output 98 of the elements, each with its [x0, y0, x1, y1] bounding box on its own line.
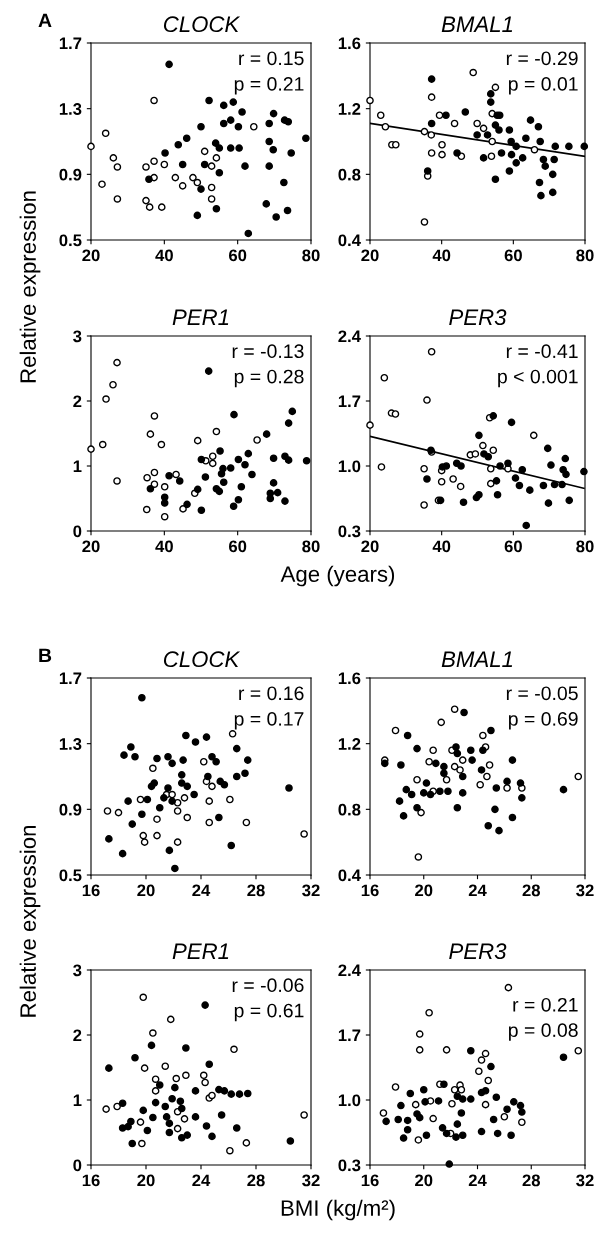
- y-tick-label: 1.6: [338, 37, 361, 50]
- y-axis-title: Relative expression: [19, 825, 41, 1017]
- y-tick-label: 0: [73, 1159, 82, 1172]
- y-tick-label: 0.5: [59, 234, 82, 247]
- x-tick-label: 24: [468, 1174, 487, 1187]
- x-tick-label: 80: [302, 249, 320, 262]
- x-tick-label: 60: [504, 249, 522, 262]
- chart-title: CLOCK: [163, 651, 241, 668]
- y-tick-label: 2.4: [338, 964, 361, 977]
- chart-title: PER1: [172, 943, 229, 959]
- y-tick-label: 2: [73, 395, 82, 408]
- y-tick-label: 1.3: [59, 103, 82, 115]
- x-tick-label: 40: [432, 249, 451, 262]
- annotation: r = -0.06: [232, 978, 304, 993]
- x-tick-label: 40: [155, 249, 173, 262]
- annotation: r = -0.13: [232, 344, 304, 359]
- chart-title: PER1: [172, 309, 229, 325]
- y-tick-label: 1.7: [59, 672, 82, 685]
- chart-subtitle: A: [38, 13, 52, 28]
- y-tick-label: 0.9: [59, 168, 82, 181]
- y-tick-label: 0.3: [338, 525, 361, 538]
- y-tick-label: 1.0: [338, 1094, 361, 1107]
- x-tick-label: 20: [361, 249, 379, 262]
- x-tick-label: 80: [302, 540, 320, 553]
- chart-title: BMAL1: [441, 16, 513, 32]
- y-tick-label: 0.8: [338, 168, 361, 181]
- annotation: r = -0.41: [506, 344, 578, 359]
- y-tick-label: 0.3: [338, 1159, 361, 1172]
- y-tick-label: 0.4: [338, 869, 361, 882]
- y-tick-label: 1: [73, 1094, 82, 1107]
- x-tick-label: 24: [468, 884, 487, 897]
- x-tick-label: 60: [504, 540, 522, 553]
- y-tick-label: 1.7: [59, 37, 82, 50]
- x-tick-label: 32: [302, 1174, 320, 1187]
- y-tick-label: 0.5: [59, 869, 82, 882]
- x-tick-label: 32: [576, 884, 594, 897]
- x-tick-label: 20: [415, 1174, 433, 1187]
- annotation: p = 0.69: [508, 712, 578, 730]
- x-tick-label: 60: [229, 249, 247, 262]
- y-tick-label: 3: [73, 330, 82, 343]
- annotation: p = 0.21: [234, 77, 304, 95]
- x-tick-label: 16: [82, 884, 100, 897]
- chart-title: PER3: [449, 309, 507, 326]
- x-tick-label: 20: [82, 540, 100, 553]
- annotation: r = -0.29: [506, 51, 578, 66]
- x-tick-label: 80: [576, 249, 594, 262]
- y-tick-label: 0: [73, 525, 82, 538]
- x-tick-label: 60: [229, 540, 247, 553]
- x-tick-label: 20: [361, 540, 379, 553]
- x-tick-label: 24: [192, 884, 211, 897]
- y-tick-label: 1.6: [338, 672, 361, 685]
- y-tick-label: 1.7: [338, 395, 361, 408]
- annotation: p = 0.28: [234, 369, 304, 388]
- x-tick-label: 20: [137, 1174, 155, 1187]
- y-tick-label: 0.8: [338, 803, 361, 816]
- annotation: p = 0.61: [234, 1003, 304, 1022]
- x-tick-label: 16: [361, 1174, 379, 1187]
- chart-title: PER3: [449, 943, 507, 960]
- x-tick-label: 32: [576, 1174, 594, 1187]
- y-tick-label: 2.4: [338, 330, 361, 343]
- annotation: p = 0.08: [508, 1023, 578, 1041]
- x-tick-label: 20: [82, 249, 100, 262]
- y-tick-label: 1.7: [338, 1029, 361, 1042]
- annotation: r = 0.16: [239, 686, 304, 701]
- x-tick-label: 32: [302, 884, 320, 897]
- x-tick-label: 80: [576, 540, 594, 553]
- x-tick-label: 16: [361, 884, 379, 897]
- chart-title: CLOCK: [163, 16, 241, 33]
- chart-subtitle: B: [39, 648, 52, 663]
- y-tick-label: 2: [73, 1029, 82, 1042]
- x-tick-label: 40: [432, 540, 451, 553]
- annotation: p = 0.01: [508, 77, 578, 95]
- x-axis-title: Age (years): [280, 565, 395, 587]
- annotation: r = 0.15: [239, 51, 304, 66]
- y-tick-label: 0.9: [59, 803, 82, 816]
- x-axis-title: BMI (kg/m²): [281, 1199, 395, 1221]
- y-tick-label: 1.0: [338, 460, 361, 473]
- x-tick-label: 20: [415, 884, 433, 897]
- y-tick-label: 0.4: [338, 234, 361, 247]
- annotation: p = 0.17: [234, 712, 304, 730]
- y-tick-label: 1.2: [338, 103, 361, 115]
- y-tick-label: 1: [73, 460, 82, 473]
- x-tick-label: 28: [247, 884, 265, 897]
- y-axis-title: Relative expression: [19, 191, 41, 383]
- y-tick-label: 1.2: [338, 738, 361, 750]
- annotation: p < 0.001: [498, 369, 578, 388]
- x-tick-label: 28: [522, 884, 541, 897]
- y-tick-label: 1.3: [59, 738, 82, 750]
- annotation: r = 0.21: [513, 997, 578, 1012]
- x-tick-label: 28: [247, 1174, 265, 1187]
- x-tick-label: 20: [137, 884, 155, 897]
- chart-title: BMAL1: [441, 651, 513, 667]
- y-tick-label: 3: [73, 964, 82, 977]
- x-tick-label: 16: [82, 1174, 100, 1187]
- x-tick-label: 24: [192, 1174, 211, 1187]
- x-tick-label: 28: [522, 1174, 541, 1187]
- x-tick-label: 40: [155, 540, 173, 553]
- annotation: r = -0.05: [506, 686, 578, 701]
